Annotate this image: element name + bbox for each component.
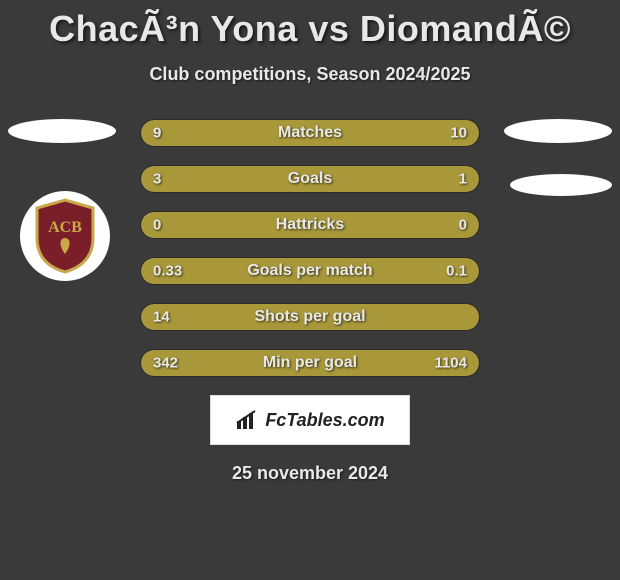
brand-box: FcTables.com xyxy=(210,395,410,445)
page-title: ChacÃ³n Yona vs DiomandÃ© xyxy=(0,0,620,50)
stat-bar-left xyxy=(141,350,222,376)
stat-bar-right xyxy=(300,120,479,146)
stat-bar-left xyxy=(141,258,401,284)
stat-row: Goals per match0.330.1 xyxy=(140,257,480,285)
stat-bar-left xyxy=(141,304,479,330)
stat-bar-left xyxy=(141,120,300,146)
stat-row: Goals31 xyxy=(140,165,480,193)
page-subtitle: Club competitions, Season 2024/2025 xyxy=(0,64,620,85)
club-shield-icon: ACB xyxy=(33,198,97,274)
club-badge: ACB xyxy=(20,191,110,281)
brand-text: FcTables.com xyxy=(265,410,384,431)
stat-bars: Matches910 Goals31 Hattricks00 Goals per ma… xyxy=(140,119,480,377)
brand-chart-icon xyxy=(235,409,261,431)
stat-row: Matches910 xyxy=(140,119,480,147)
svg-text:ACB: ACB xyxy=(48,219,82,236)
stat-row: Hattricks00 xyxy=(140,211,480,239)
stat-bar-right xyxy=(395,166,480,192)
stat-bar-right xyxy=(401,258,479,284)
stat-bar-right xyxy=(222,350,479,376)
stat-row: Min per goal3421104 xyxy=(140,349,480,377)
comparison-panel: ACB Matches910 Goals31 Hattricks00 Goals pe… xyxy=(0,119,620,484)
right-player-placeholder-1 xyxy=(504,119,612,143)
left-player-placeholder xyxy=(8,119,116,143)
stat-bar-left xyxy=(141,166,395,192)
stat-bar-right xyxy=(310,212,479,238)
stat-row: Shots per goal14 xyxy=(140,303,480,331)
right-player-placeholder-2 xyxy=(510,174,612,196)
footer-date: 25 november 2024 xyxy=(0,463,620,484)
stat-bar-left xyxy=(141,212,310,238)
